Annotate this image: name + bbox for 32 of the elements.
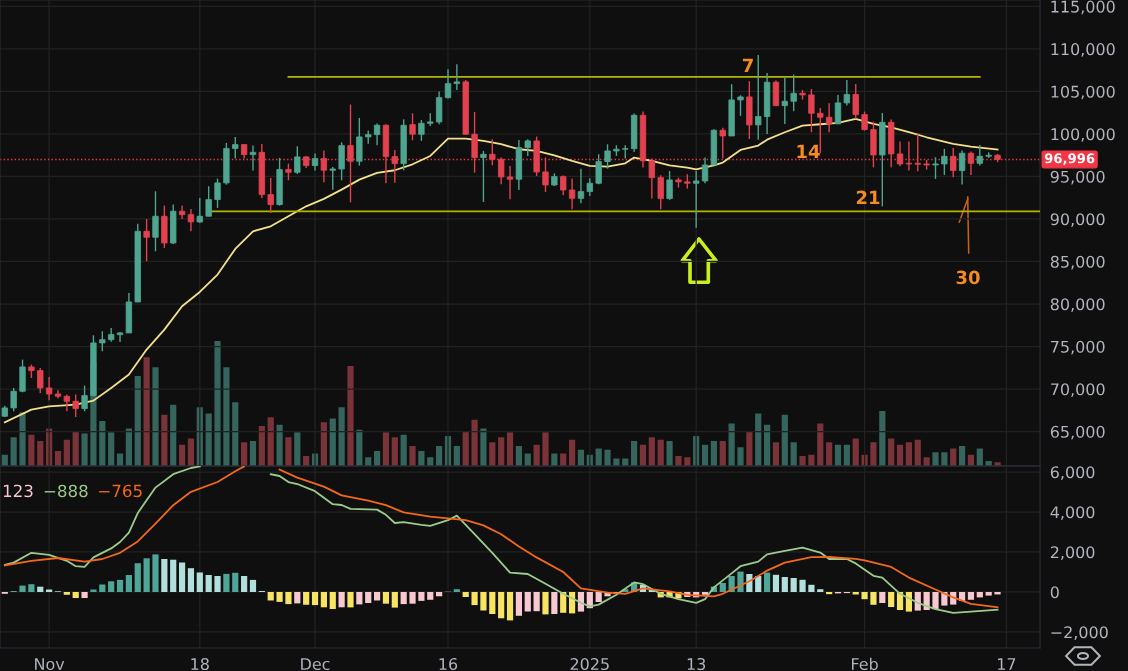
y-tick-label: 95,000 <box>1050 170 1105 185</box>
y-tick-label: 70,000 <box>1051 383 1105 397</box>
x-tick-label: 16 <box>439 657 458 671</box>
x-tick-label: 13 <box>687 657 706 671</box>
x-tick-label: 18 <box>191 657 209 671</box>
y-tick-label: 6,000 <box>1050 466 1095 480</box>
y-tick-label: 85,000 <box>1050 255 1105 270</box>
y-tick-label: 90,000 <box>1050 213 1105 227</box>
x-tick-label: 17 <box>998 658 1016 670</box>
y-tick-label: −2,000 <box>1051 626 1108 640</box>
y-tick-label: 110,000 <box>1051 43 1115 57</box>
annotation: 14 <box>797 144 820 158</box>
annotation: −765 <box>99 484 142 498</box>
x-tick-label: Dec <box>301 658 330 671</box>
y-tick-label: 65,000 <box>1050 425 1105 440</box>
ref-line-label: 96,996 <box>1044 153 1095 165</box>
y-tick-label: 105,000 <box>1051 85 1115 100</box>
y-tick-label: 80,000 <box>1050 298 1105 312</box>
annotation: 123 <box>3 484 33 498</box>
x-tick-label: Feb <box>852 657 878 671</box>
y-tick-label: 2,000 <box>1050 546 1095 560</box>
annotation: 7 <box>742 58 753 72</box>
y-tick-label: 75,000 <box>1051 340 1105 355</box>
annotation: 30 <box>956 270 980 285</box>
annotation: −888 <box>44 484 88 498</box>
x-tick-label: Nov <box>35 658 65 671</box>
annotation: 21 <box>856 190 880 204</box>
y-tick-label: 4,000 <box>1050 506 1095 520</box>
y-tick-label: 115,000 <box>1051 0 1115 15</box>
x-tick-label: 2025 <box>570 657 609 671</box>
y-tick-label: 100,000 <box>1051 128 1115 142</box>
y-tick-label: 0 <box>1050 586 1059 599</box>
